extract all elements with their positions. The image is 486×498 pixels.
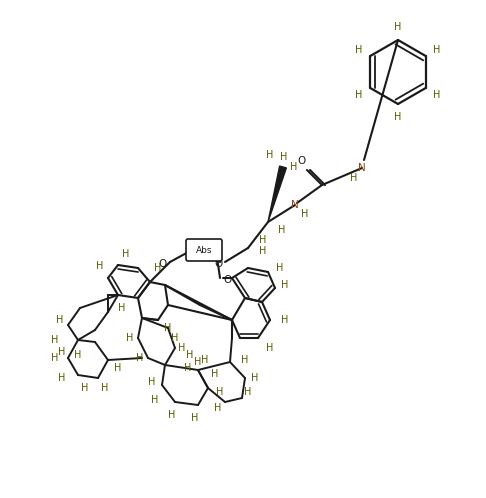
Text: H: H [211,369,219,379]
Text: H: H [301,209,309,219]
Text: O: O [214,259,222,269]
Text: H: H [394,22,402,32]
Text: O: O [223,275,231,285]
Text: H: H [281,280,289,290]
Text: O: O [297,156,305,166]
Text: H: H [186,350,194,360]
Text: H: H [281,315,289,325]
Text: H: H [266,150,274,160]
Text: Abs: Abs [196,246,212,254]
Text: N: N [291,200,299,210]
Text: H: H [434,90,441,100]
Text: N: N [358,163,366,173]
Text: H: H [164,323,172,333]
Text: H: H [58,373,66,383]
Text: H: H [148,377,156,387]
Text: H: H [171,333,179,343]
Text: H: H [58,347,66,357]
Text: H: H [260,235,267,245]
Text: H: H [355,90,363,100]
Text: H: H [168,410,175,420]
Text: H: H [118,303,126,313]
Text: H: H [178,343,186,353]
Text: H: H [350,173,358,183]
Text: H: H [184,363,191,373]
Text: H: H [81,383,88,393]
Text: H: H [201,355,208,365]
Text: H: H [355,44,363,54]
Text: H: H [101,383,109,393]
Text: H: H [266,343,274,353]
Text: H: H [96,261,104,271]
Text: H: H [126,333,134,343]
Text: H: H [280,152,288,162]
Text: H: H [244,387,252,397]
FancyBboxPatch shape [186,239,222,261]
Text: H: H [52,335,59,345]
Text: H: H [56,315,64,325]
Text: O: O [158,259,166,269]
Text: H: H [434,44,441,54]
Text: H: H [74,350,82,360]
Text: H: H [394,112,402,122]
Text: H: H [278,225,286,235]
Text: H: H [251,373,259,383]
Text: H: H [155,263,162,273]
Text: H: H [194,357,202,367]
Text: H: H [136,353,144,363]
Text: H: H [260,246,267,256]
Text: H: H [277,263,284,273]
Text: H: H [290,162,298,172]
Text: H: H [151,395,159,405]
Text: H: H [242,355,249,365]
Text: H: H [52,353,59,363]
Text: H: H [191,413,199,423]
Text: H: H [216,387,224,397]
Polygon shape [268,166,286,222]
Text: H: H [122,249,130,259]
Text: H: H [114,363,122,373]
Text: H: H [214,403,222,413]
